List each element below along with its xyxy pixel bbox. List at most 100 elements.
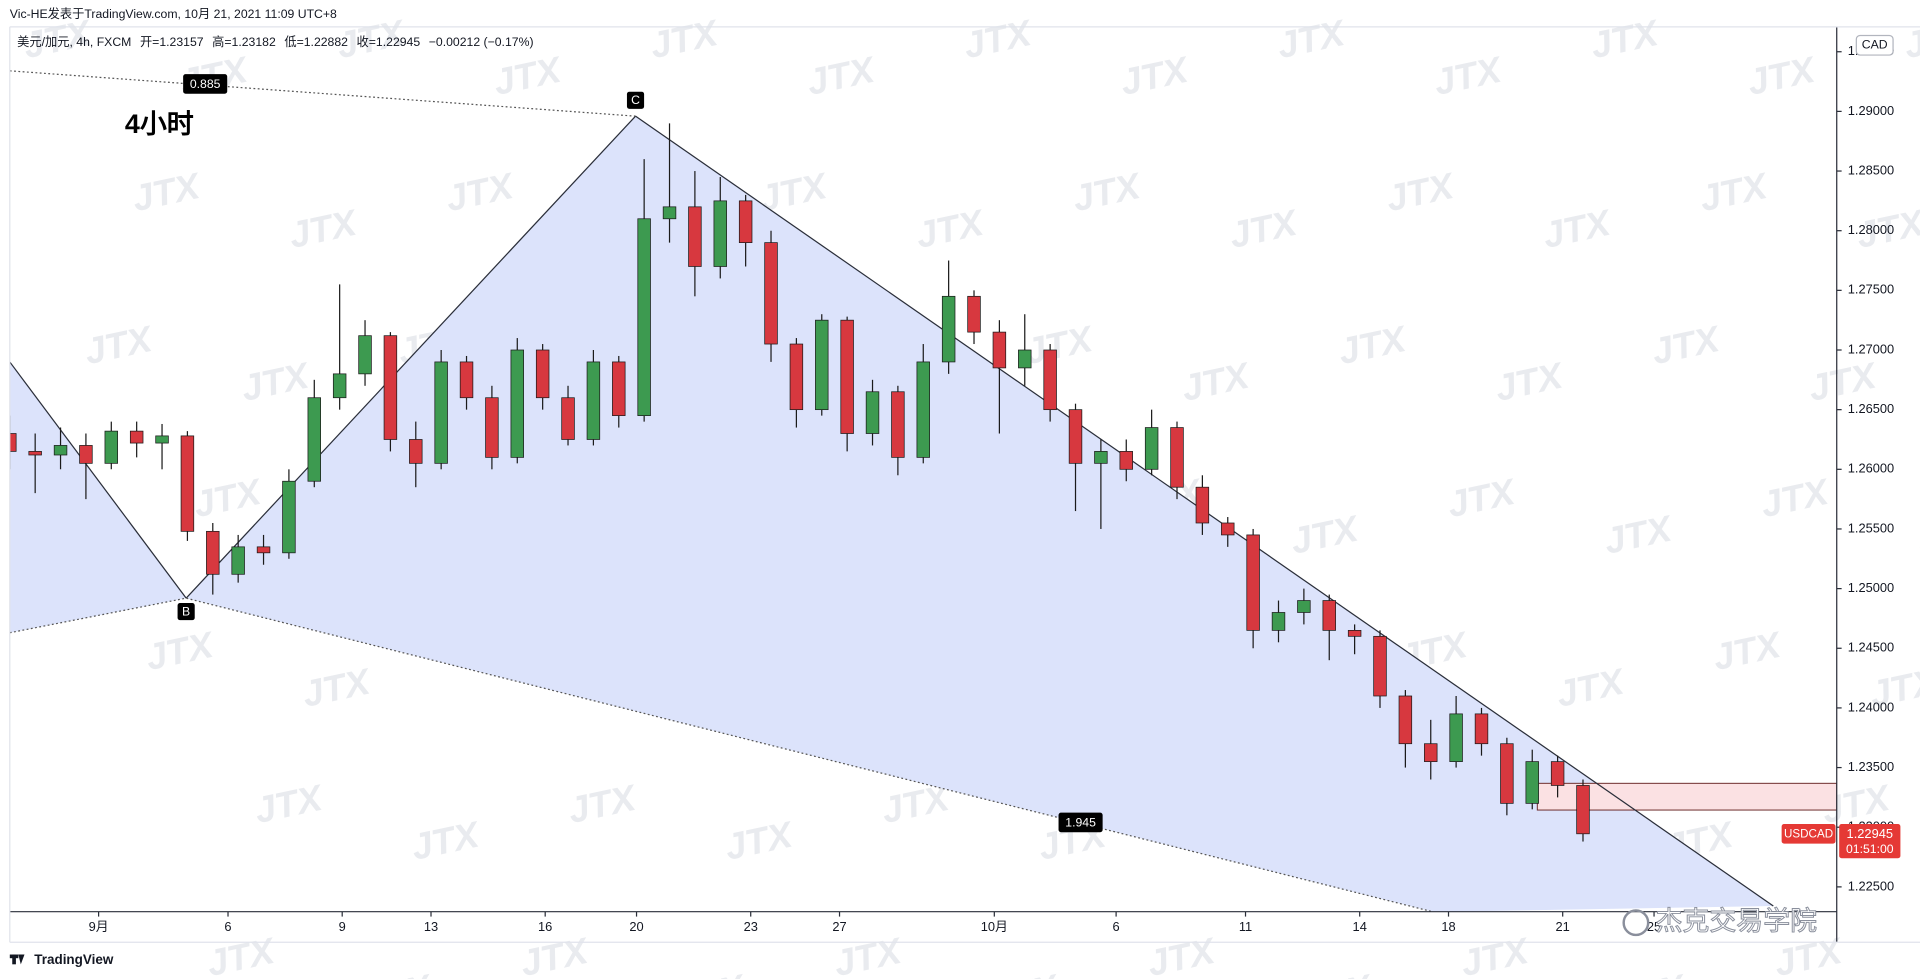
x-tick-label: 18 [1441,919,1455,934]
candle-body [1500,743,1514,804]
candle-body [1525,761,1539,804]
ratio-label: 0.885 [190,77,221,91]
y-tick-label: 1.26000 [1848,461,1894,476]
candle-body [688,206,702,267]
y-tick-label: 1.22500 [1848,878,1894,893]
brand-logo [9,954,25,965]
corner-logo-group: 杰克交易学院 [1622,905,1818,936]
x-tick-label: 25 [1647,919,1661,934]
candle-body [789,343,804,411]
ratio-label-box [1058,812,1103,833]
watermark: JTX [1900,12,1920,67]
x-tick-label: 21 [1556,919,1570,934]
x-tick-label: 13 [424,919,438,934]
candle-body [1322,600,1336,631]
candle-body [231,546,245,575]
candle-body [612,361,626,416]
candle-body [206,530,220,575]
watermark: JTX [1914,507,1920,562]
y-tick-label: 1.28500 [1848,162,1894,177]
candle-body [637,218,651,416]
candle-body [713,200,727,267]
y-tick-label: 1.23500 [1848,759,1894,774]
candle-body [865,391,880,434]
x-tick-label: 27 [832,919,846,934]
candle-body [510,349,524,458]
y-tick-label: 1.27000 [1848,341,1894,356]
x-tick-label: 20 [629,919,643,934]
brand: TradingView [34,952,114,967]
candle-body [1474,713,1489,745]
legend: 美元/加元, 4h, FXCM 开=1.23157 高=1.23182 低=1.228… [17,34,533,49]
candle-body [1018,349,1032,369]
candle-body [738,200,753,243]
currency-box [1855,34,1894,56]
candle-body [815,319,829,411]
candle-body [840,319,854,434]
candle-body [1424,743,1438,762]
candle-body [1297,600,1311,613]
candle-body [104,430,119,464]
y-tick-label: 1.28000 [1848,222,1894,237]
candle-body [586,361,601,440]
candle-body [282,480,296,554]
candle-body [561,397,575,440]
x-tick-label: 6 [1113,919,1120,934]
candle-body [53,445,68,456]
x-tick-label: 23 [744,919,758,934]
candle-body [459,361,474,399]
point-label: C [631,93,640,107]
candle-body [1271,612,1286,631]
candle-body [992,331,1007,369]
candle-body [155,435,169,444]
legend-item: 开=1.23157 [140,35,204,49]
candle-body [256,546,271,554]
candle-body [1221,522,1235,536]
price-tag [1839,823,1901,859]
y-tick-label: 1.29000 [1848,103,1894,118]
x-tick-label: 9月 [89,919,109,934]
candle-body [79,445,93,464]
pattern-leg [9,361,187,599]
symbol-tag [1781,823,1836,844]
ratio-label-box [183,74,228,94]
pattern-fill [9,361,187,633]
candle-body [383,335,398,440]
legend-item: 高=1.23182 [212,34,276,49]
y-tick-label: 1.24000 [1848,699,1894,714]
candle-body [1246,534,1260,631]
corner-logo: 杰克交易学院 [1656,906,1818,936]
candle-body [967,295,981,333]
y-tick-label: 1.24500 [1848,640,1894,655]
currency: CAD [1862,38,1888,52]
candle-body [332,373,347,399]
candle-body [1449,713,1463,762]
x-tick-label: 9 [339,919,346,934]
y-tick-label: 1.27500 [1848,282,1894,297]
candle-body [662,206,677,220]
candle-body [1576,785,1590,835]
candle-body [764,242,778,345]
candle-body [28,451,42,456]
candle-body [485,397,499,458]
chart-title: 4小时 [125,109,194,139]
pattern-fill [186,116,1774,912]
candle-body [1373,635,1387,697]
candle-body [358,335,372,375]
candle-body [1195,486,1210,524]
point-label-box [626,91,645,109]
candle-body [1550,761,1565,786]
candle-body [891,391,905,458]
axes: 1.225001.230001.235001.240001.245001.250… [89,43,1895,934]
countdown: 01:51:00 [1846,842,1894,856]
pattern-leg [185,115,636,599]
candle-body [1043,349,1057,411]
candle-body [1094,451,1108,464]
x-tick-label: 11 [1239,919,1252,934]
y-tick-label: 1.26500 [1848,401,1894,416]
candle-body [409,439,423,464]
candle-body [916,361,930,458]
x-tick-label: 10月 [981,919,1008,934]
candle-body [1068,409,1083,464]
